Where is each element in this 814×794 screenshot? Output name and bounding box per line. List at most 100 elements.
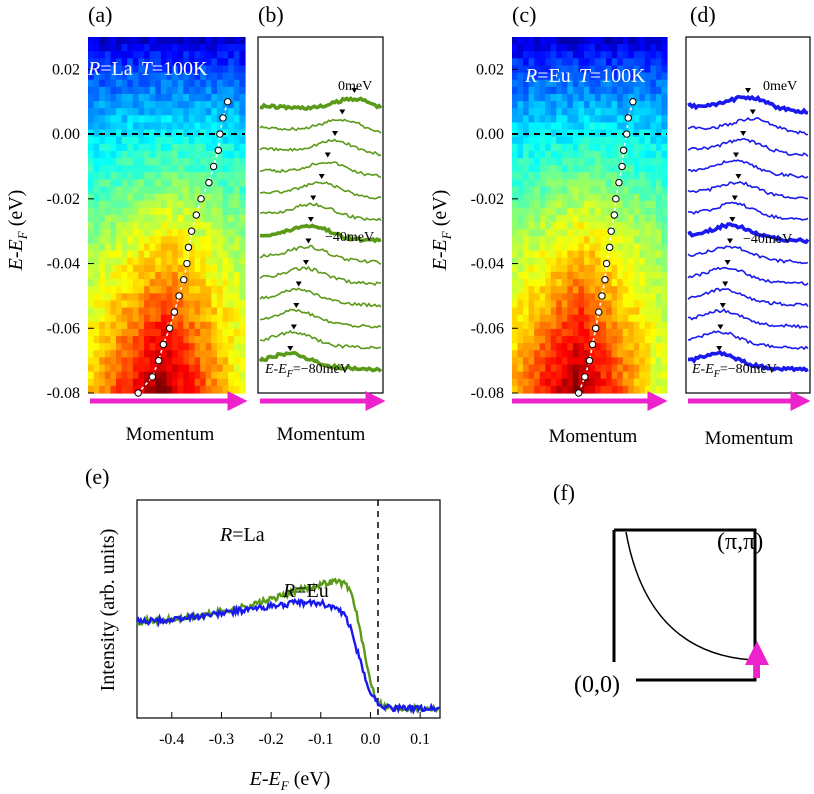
heatmap-cell	[88, 101, 95, 109]
heatmap-cell	[144, 264, 151, 273]
heatmap-cell	[550, 193, 557, 202]
heatmap-cell	[155, 364, 162, 373]
heatmap-cell	[622, 51, 629, 59]
heatmap-cell	[550, 307, 557, 316]
heatmap-cell	[127, 158, 134, 166]
heatmap-cell	[517, 293, 524, 302]
heatmap-cell	[144, 150, 151, 159]
edc-peak-marker	[324, 152, 331, 158]
heatmap-cell	[550, 93, 557, 102]
heatmap-cell	[545, 343, 552, 351]
heatmap-cell	[611, 37, 618, 45]
heatmap-cell	[611, 186, 618, 195]
heatmap-cell	[127, 385, 134, 394]
heatmap-cell	[639, 86, 646, 95]
heatmap-cell	[121, 115, 128, 124]
heatmap-cell	[166, 271, 173, 280]
heatmap-cell	[160, 314, 168, 323]
heatmap-cell	[556, 279, 563, 287]
heatmap-cell	[104, 243, 112, 252]
dispersion-point	[610, 211, 618, 219]
heatmap-cell	[661, 44, 668, 52]
heatmap-cell	[88, 229, 95, 237]
heatmap-cell	[578, 271, 585, 280]
heatmap-cell	[132, 86, 140, 95]
heatmap-cell	[595, 279, 602, 287]
heatmap-cell	[216, 93, 224, 102]
heatmap-cell	[572, 37, 580, 45]
heatmap-cell	[517, 236, 524, 245]
heatmap-cell	[93, 307, 100, 316]
heatmap-cell	[200, 336, 207, 344]
heatmap-cell	[572, 58, 580, 67]
heatmap-cell	[545, 200, 552, 209]
heatmap-cell	[188, 101, 196, 109]
heatmap-cell	[110, 229, 117, 237]
heatmap-cell	[183, 101, 190, 109]
heatmap-cell	[523, 271, 530, 280]
heatmap-cell	[589, 179, 596, 188]
x-tick-label: -0.4	[159, 731, 184, 748]
heatmap-cell	[216, 357, 224, 366]
heatmap-cell	[661, 328, 668, 337]
heatmap-cell	[211, 93, 218, 102]
heatmap-cell	[127, 321, 134, 330]
heatmap-cell	[523, 250, 530, 259]
heatmap-cell	[534, 243, 541, 252]
heatmap-cell	[155, 385, 162, 394]
heatmap-cell	[211, 86, 218, 95]
heatmap-cell	[628, 37, 635, 45]
heatmap-cell	[528, 207, 535, 216]
heatmap-cell	[138, 286, 145, 294]
heatmap-cell	[611, 222, 618, 230]
heatmap-cell	[639, 79, 646, 88]
heatmap-cell	[228, 257, 235, 266]
heatmap-cell	[205, 243, 212, 252]
heatmap-cell	[655, 336, 663, 344]
heatmap-cell	[567, 172, 574, 180]
heatmap-cell	[172, 186, 179, 195]
heatmap-cell	[606, 115, 613, 124]
heatmap-cell	[144, 72, 151, 81]
heatmap-cell	[116, 271, 123, 280]
heatmap-cell	[149, 136, 156, 145]
heatmap-cell	[155, 186, 162, 195]
heatmap-cell	[600, 186, 607, 195]
heatmap-cell	[160, 364, 168, 373]
heatmap-cell	[572, 101, 580, 109]
heatmap-cell	[194, 250, 201, 259]
heatmap-cell	[233, 286, 240, 294]
heatmap-cell	[644, 314, 651, 323]
heatmap-cell	[539, 293, 546, 302]
heatmap-cell	[578, 108, 585, 116]
heatmap-cell	[628, 343, 635, 351]
heatmap-cell	[93, 207, 100, 216]
heatmap-cell	[583, 207, 591, 216]
heatmap-cell	[110, 378, 117, 387]
heatmap-cell	[633, 115, 640, 124]
heatmap-cell	[99, 93, 106, 102]
heatmap-cell	[528, 44, 535, 52]
heatmap-cell	[567, 136, 574, 145]
heatmap-cell	[211, 72, 218, 81]
heatmap-cell	[239, 229, 246, 237]
heatmap-cell	[534, 86, 541, 95]
heatmap-cell	[622, 236, 629, 245]
heatmap-cell	[160, 271, 168, 280]
heatmap-cell	[200, 207, 207, 216]
heatmap-cell	[194, 328, 201, 337]
heatmap-cell	[160, 101, 168, 109]
heatmap-cell	[595, 264, 602, 273]
heatmap-cell	[567, 336, 574, 344]
heatmap-cell	[517, 122, 524, 131]
heatmap-cell	[188, 58, 196, 67]
heatmap-cell	[222, 51, 229, 59]
heatmap-cell	[528, 108, 535, 116]
heatmap-cell	[99, 37, 106, 45]
heatmap-cell	[611, 336, 618, 344]
heatmap-cell	[216, 58, 224, 67]
heatmap-cell	[205, 186, 212, 195]
heatmap-cell	[104, 364, 112, 373]
heatmap-cell	[155, 115, 162, 124]
heatmap-cell	[144, 193, 151, 202]
